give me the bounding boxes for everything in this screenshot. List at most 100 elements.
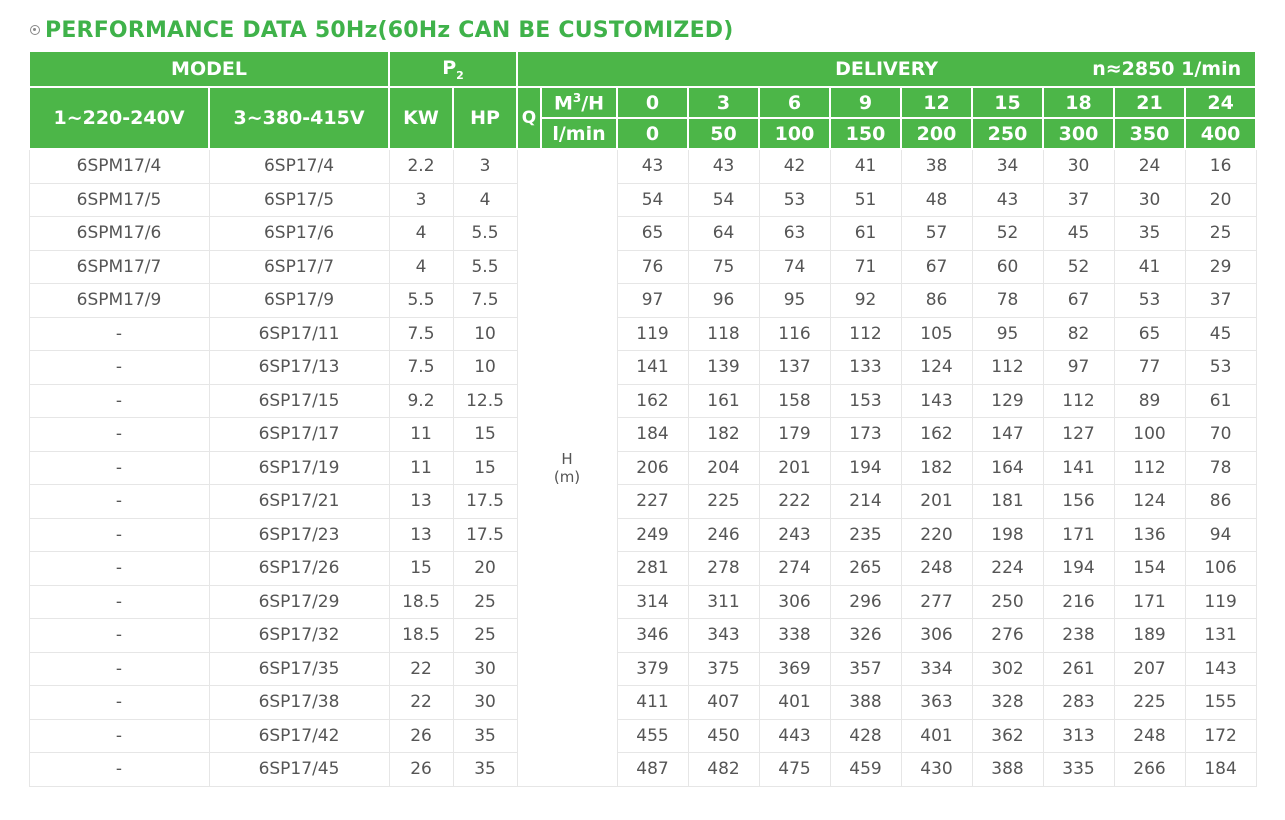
kw-cell: 13 xyxy=(389,518,454,552)
head-value-cell: 57 xyxy=(901,216,973,251)
head-value-cell: 430 xyxy=(901,752,973,787)
head-value-cell: 43 xyxy=(688,149,760,184)
head-value-cell: 95 xyxy=(759,283,831,318)
p2-label: P xyxy=(442,56,457,79)
head-value-cell: 198 xyxy=(972,518,1044,552)
head-value-cell: 326 xyxy=(830,618,902,653)
table-row: 6SPM17/9 6SP17/9 5.5 7.5 97 96 95 92 86 78 67 53 37 xyxy=(28,283,1257,318)
flow-m3h-cell: 15 xyxy=(971,86,1045,119)
head-value-cell: 227 xyxy=(617,484,689,519)
flow-lmin-cell: 250 xyxy=(971,117,1045,150)
head-value-cell: 235 xyxy=(830,518,902,552)
head-value-cell: 147 xyxy=(972,417,1044,452)
head-value-cell: 281 xyxy=(617,551,689,586)
head-value-cell: 30 xyxy=(1114,183,1186,217)
head-value-cell: 43 xyxy=(972,183,1044,217)
head-value-cell: 162 xyxy=(901,417,973,452)
single-phase-model-cell: - xyxy=(28,585,210,619)
head-value-cell: 52 xyxy=(972,216,1044,251)
head-value-cell: 487 xyxy=(617,752,689,787)
head-value-cell: 162 xyxy=(617,384,689,418)
single-phase-model-cell: 6SPM17/7 xyxy=(28,250,210,284)
three-phase-model-cell: 6SP17/6 xyxy=(209,216,390,251)
head-value-cell: 139 xyxy=(688,350,760,385)
head-value-cell: 363 xyxy=(901,685,973,720)
head-value-cell: 141 xyxy=(617,350,689,385)
head-value-cell: 306 xyxy=(759,585,831,619)
head-value-cell: 37 xyxy=(1185,283,1257,318)
three-phase-model-cell: 6SP17/38 xyxy=(209,685,390,720)
head-value-cell: 411 xyxy=(617,685,689,720)
hp-header: HP xyxy=(452,86,519,150)
flow-lmin-cell: 50 xyxy=(687,117,761,150)
page-title: PERFORMANCE DATA 50Hz(60Hz CAN BE CUSTOM… xyxy=(30,16,734,44)
flow-m3h-cell: 18 xyxy=(1042,86,1116,119)
head-value-cell: 112 xyxy=(830,317,902,351)
three-phase-model-cell: 6SP17/26 xyxy=(209,551,390,586)
head-value-cell: 53 xyxy=(1185,350,1257,385)
head-value-cell: 276 xyxy=(972,618,1044,653)
head-value-cell: 154 xyxy=(1114,551,1186,586)
hp-cell: 17.5 xyxy=(453,484,518,519)
kw-cell: 26 xyxy=(389,752,454,787)
head-value-cell: 311 xyxy=(688,585,760,619)
table-row: 6SPM17/5 6SP17/5 3 4 54 54 53 51 48 43 37 30 20 xyxy=(28,183,1257,217)
single-phase-model-cell: 6SPM17/5 xyxy=(28,183,210,217)
hp-cell: 10 xyxy=(453,317,518,351)
three-phase-model-cell: 6SP17/19 xyxy=(209,451,390,485)
head-value-cell: 459 xyxy=(830,752,902,787)
head-value-cell: 184 xyxy=(617,417,689,452)
head-value-cell: 131 xyxy=(1185,618,1257,653)
three-phase-model-cell: 6SP17/5 xyxy=(209,183,390,217)
kw-cell: 9.2 xyxy=(389,384,454,418)
head-value-cell: 428 xyxy=(830,719,902,753)
head-value-cell: 334 xyxy=(901,652,973,686)
flow-lmin-cell: 0 xyxy=(616,117,690,150)
head-value-cell: 127 xyxy=(1043,417,1115,452)
table-row: -6SP17/13 7.5 10 141 139 137 133 124 112 97 77 53 xyxy=(28,350,1257,385)
head-value-cell: 112 xyxy=(972,350,1044,385)
head-value-cell: 48 xyxy=(901,183,973,217)
head-value-cell: 225 xyxy=(688,484,760,519)
single-phase-model-cell: - xyxy=(28,719,210,753)
head-value-cell: 173 xyxy=(830,417,902,452)
head-value-cell: 450 xyxy=(688,719,760,753)
three-phase-model-cell: 6SP17/13 xyxy=(209,350,390,385)
three-phase-model-cell: 6SP17/45 xyxy=(209,752,390,787)
head-value-cell: 201 xyxy=(759,451,831,485)
head-value-cell: 54 xyxy=(688,183,760,217)
head-value-cell: 277 xyxy=(901,585,973,619)
flow-m3h-cell: 24 xyxy=(1184,86,1258,119)
table-row: -6SP17/45 26 35 487 482 475 459 430 388 335 266 184 xyxy=(28,752,1257,787)
head-value-cell: 96 xyxy=(688,283,760,318)
head-value-cell: 388 xyxy=(830,685,902,720)
head-value-cell: 214 xyxy=(830,484,902,519)
table-row: -6SP17/38 22 30 411 407 401 388 363 328 283 225 155 xyxy=(28,685,1257,720)
head-value-cell: 362 xyxy=(972,719,1044,753)
hp-cell: 7.5 xyxy=(453,283,518,318)
head-value-cell: 24 xyxy=(1114,149,1186,184)
head-value-cell: 30 xyxy=(1043,149,1115,184)
three-phase-model-cell: 6SP17/9 xyxy=(209,283,390,318)
head-value-cell: 77 xyxy=(1114,350,1186,385)
kw-cell: 11 xyxy=(389,451,454,485)
head-value-cell: 278 xyxy=(688,551,760,586)
single-phase-header: 1~220-240V xyxy=(28,86,210,150)
head-value-cell: 283 xyxy=(1043,685,1115,720)
kw-cell: 7.5 xyxy=(389,350,454,385)
head-value-cell: 70 xyxy=(1185,417,1257,452)
three-phase-model-cell: 6SP17/42 xyxy=(209,719,390,753)
three-phase-model-cell: 6SP17/29 xyxy=(209,585,390,619)
head-value-cell: 184 xyxy=(1185,752,1257,787)
kw-cell: 15 xyxy=(389,551,454,586)
head-value-cell: 82 xyxy=(1043,317,1115,351)
head-value-cell: 52 xyxy=(1043,250,1115,284)
table-row: -6SP17/19 11 15 206 204 201 194 182 164 141 112 78 xyxy=(28,451,1257,485)
head-value-cell: 29 xyxy=(1185,250,1257,284)
head-value-cell: 172 xyxy=(1185,719,1257,753)
table-row: -6SP17/23 13 17.5 249 246 243 235 220 198 171 136 9… xyxy=(28,518,1257,552)
table-row: 6SPM17/6 6SP17/6 4 5.5 65 64 63 61 57 52 45 35 25 xyxy=(28,216,1257,251)
hp-cell: 35 xyxy=(453,752,518,787)
three-phase-model-cell: 6SP17/35 xyxy=(209,652,390,686)
head-value-cell: 53 xyxy=(1114,283,1186,318)
